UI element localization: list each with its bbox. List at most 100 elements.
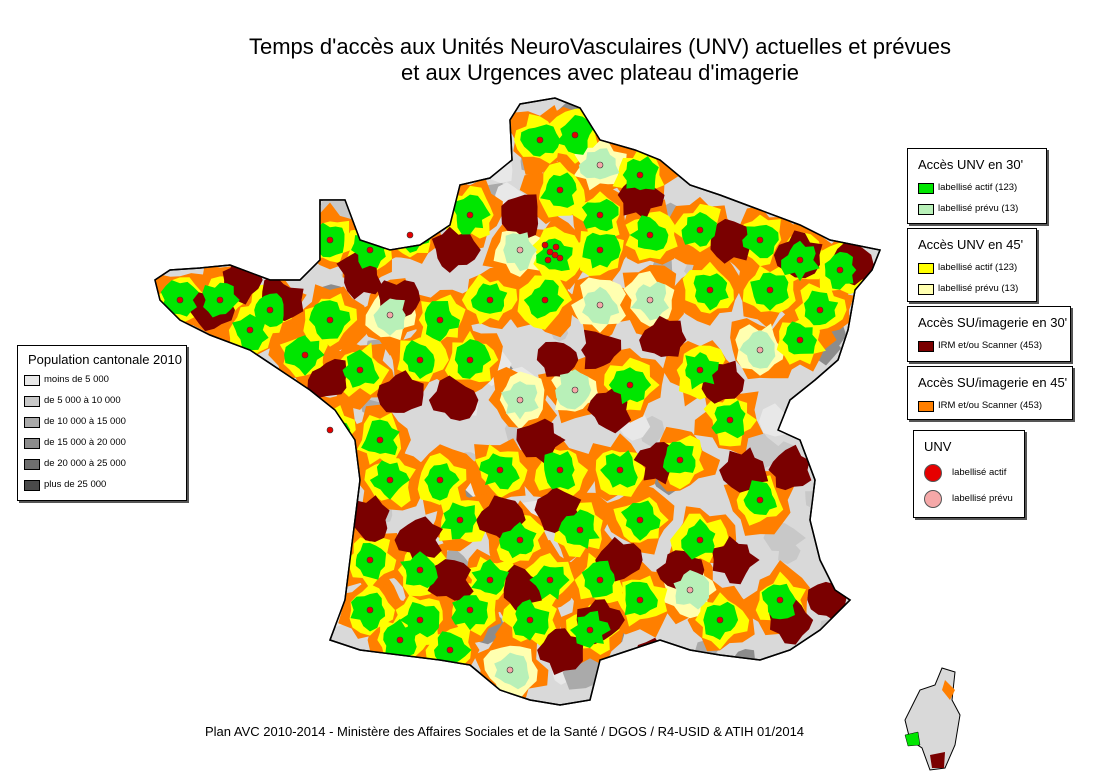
- mainland-france: [154, 97, 882, 706]
- legend-item: IRM et/ou Scanner (453): [908, 400, 1072, 412]
- active-unv-marker: [836, 266, 844, 274]
- active-unv-marker: [616, 466, 624, 474]
- access-zone: [428, 184, 456, 217]
- active-unv-marker: [246, 326, 254, 334]
- access-zone: [710, 218, 757, 264]
- access-zone: [819, 618, 846, 648]
- legend-swatch: [24, 459, 40, 470]
- legend-swatch: [24, 417, 40, 428]
- active-unv-marker: [766, 286, 774, 294]
- active-unv-marker: [544, 256, 552, 264]
- legend-unv-title: UNV: [924, 439, 952, 454]
- planned-marker-icon: [924, 490, 942, 508]
- active-unv-marker: [576, 526, 584, 534]
- active-unv-marker: [796, 336, 804, 344]
- corsica: [904, 667, 961, 771]
- active-unv-marker: [676, 456, 684, 464]
- active-unv-marker: [416, 616, 424, 624]
- planned-unv-marker: [646, 296, 654, 304]
- legend-swatch: [918, 284, 934, 295]
- legend-item: de 20 000 à 25 000: [18, 458, 186, 470]
- active-unv-marker: [571, 131, 579, 139]
- legend-item: moins de 5 000: [18, 374, 186, 386]
- active-unv-marker: [436, 316, 444, 324]
- access-zone: [431, 226, 481, 273]
- active-unv-marker: [646, 231, 654, 239]
- active-unv-marker: [696, 226, 704, 234]
- legend-item: labellisé actif: [924, 464, 1006, 482]
- active-unv-marker: [416, 356, 424, 364]
- active-unv-marker: [596, 211, 604, 219]
- access-zone: [501, 194, 539, 240]
- active-unv-marker: [556, 186, 564, 194]
- active-unv-marker: [416, 566, 424, 574]
- active-unv-marker: [326, 316, 334, 324]
- legend-item: plus de 25 000: [18, 479, 186, 491]
- active-unv-marker: [366, 556, 374, 564]
- map-title-line1: Temps d'accès aux Unités NeuroVasculaire…: [249, 34, 951, 59]
- legend-swatch: [24, 375, 40, 386]
- access-zone: [412, 177, 432, 192]
- active-marker-icon: [924, 464, 942, 482]
- active-unv-marker: [466, 211, 474, 219]
- access-zone: [427, 559, 474, 601]
- legend-su-45: Accès SU/imagerie en 45' IRM et/ou Scann…: [907, 366, 1073, 420]
- active-unv-marker: [546, 248, 554, 256]
- active-unv-marker: [586, 626, 594, 634]
- access-zone: [768, 444, 812, 491]
- active-unv-marker: [526, 616, 534, 624]
- active-unv-marker: [216, 296, 224, 304]
- active-unv-marker: [266, 306, 274, 314]
- legend-item: de 15 000 à 20 000: [18, 437, 186, 449]
- legend-swatch: [24, 480, 40, 491]
- active-unv-marker: [366, 246, 374, 254]
- active-unv-marker: [406, 231, 414, 239]
- active-unv-marker: [326, 236, 334, 244]
- legend-item: labellisé actif (123): [908, 182, 1046, 194]
- legend-item: de 5 000 à 10 000: [18, 395, 186, 407]
- access-zone: [377, 209, 397, 225]
- access-zone: [792, 672, 808, 687]
- active-unv-marker: [356, 366, 364, 374]
- planned-unv-marker: [571, 386, 579, 394]
- active-unv-marker: [496, 466, 504, 474]
- access-zone: [516, 418, 566, 465]
- active-unv-marker: [716, 616, 724, 624]
- access-zone: [327, 129, 362, 167]
- planned-unv-marker: [686, 586, 694, 594]
- active-unv-marker: [726, 416, 734, 424]
- active-unv-marker: [466, 606, 474, 614]
- map-title-line2: et aux Urgences avec plateau d'imagerie: [401, 60, 799, 85]
- access-zone: [329, 105, 364, 144]
- planned-unv-marker: [516, 246, 524, 254]
- legend-unv-markers: UNV labellisé actif labellisé prévu: [913, 430, 1025, 518]
- planned-unv-marker: [756, 346, 764, 354]
- legend-item: labellisé prévu (13): [908, 283, 1036, 295]
- access-zone: [536, 341, 579, 377]
- legend-su-30: Accès SU/imagerie en 30' IRM et/ou Scann…: [907, 306, 1071, 362]
- legend-swatch: [918, 204, 934, 215]
- legend-unv-45-title: Accès UNV en 45': [918, 237, 1024, 252]
- legend-unv-45: Accès UNV en 45' labellisé actif (123) l…: [907, 228, 1037, 302]
- legend-su-45-title: Accès SU/imagerie en 45': [918, 375, 1068, 390]
- access-zone: [348, 495, 390, 542]
- access-zone: [307, 358, 347, 399]
- active-unv-marker: [706, 286, 714, 294]
- active-unv-marker: [596, 576, 604, 584]
- active-unv-marker: [756, 236, 764, 244]
- legend-population-title: Population cantonale 2010: [28, 352, 182, 367]
- access-zone: [581, 329, 622, 370]
- active-unv-marker: [796, 256, 804, 264]
- planned-unv-marker: [596, 301, 604, 309]
- active-unv-marker: [696, 366, 704, 374]
- access-zone: [639, 315, 687, 357]
- active-unv-marker: [636, 516, 644, 524]
- active-unv-marker: [551, 251, 559, 259]
- access-zone: [537, 628, 584, 675]
- access-zone: [503, 564, 542, 613]
- active-unv-marker: [301, 351, 309, 359]
- legend-unv-30-title: Accès UNV en 30': [918, 157, 1024, 172]
- active-unv-marker: [552, 243, 560, 251]
- active-unv-marker: [446, 646, 454, 654]
- active-unv-marker: [396, 636, 404, 644]
